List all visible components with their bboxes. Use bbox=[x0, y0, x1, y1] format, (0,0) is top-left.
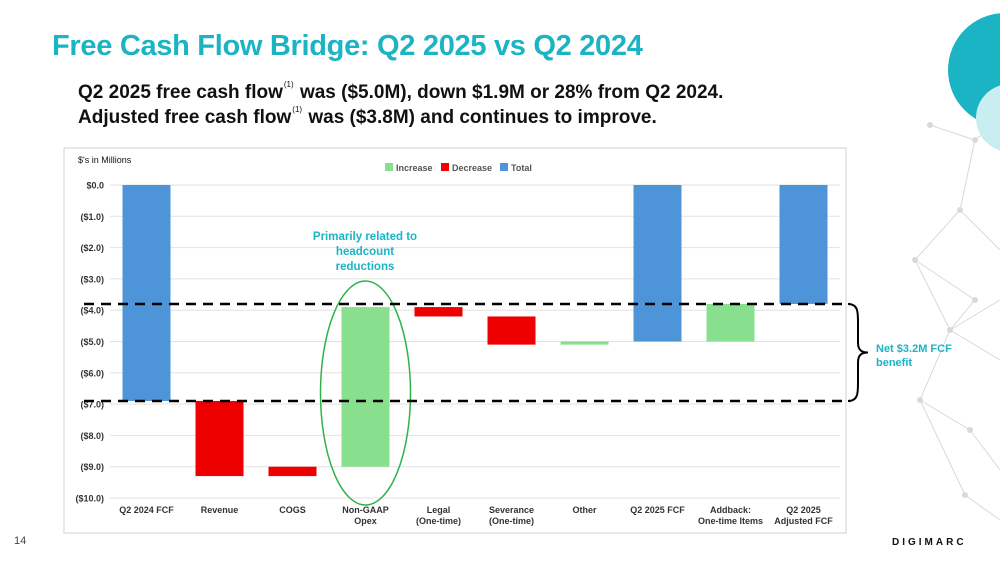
headcount-annotation: Primarily related to headcount reduction… bbox=[312, 231, 418, 273]
x-tick-label: (One-time) bbox=[416, 516, 461, 526]
units-label: $'s in Millions bbox=[78, 155, 132, 165]
x-tick-label: Q2 2025 FCF bbox=[630, 505, 685, 515]
subtitle-line-1: Q2 2025 free cash flow(1) was ($5.0M), d… bbox=[78, 80, 724, 104]
digimarc-logo: DIGIMARC bbox=[892, 537, 967, 548]
y-tick-label: ($2.0) bbox=[80, 243, 104, 253]
bar-decrease bbox=[414, 307, 463, 317]
y-tick-label: ($7.0) bbox=[80, 400, 104, 410]
legend-swatch-total bbox=[500, 163, 508, 171]
x-tick-label: Non-GAAP bbox=[342, 505, 389, 515]
bar-decrease bbox=[268, 466, 317, 477]
highlight-ellipse bbox=[319, 280, 412, 506]
y-tick-label: ($8.0) bbox=[80, 431, 104, 441]
x-tick-label: Other bbox=[572, 505, 597, 515]
legend-swatch-increase bbox=[385, 163, 393, 171]
subtitle-line-2-part-a: Adjusted free cash flow bbox=[78, 107, 292, 128]
x-tick-label: Q2 2025 bbox=[786, 505, 821, 515]
network-nodes bbox=[912, 122, 978, 498]
x-tick-label: Q2 2024 FCF bbox=[119, 505, 174, 515]
subtitle-line-1-part-b: was ($5.0M), down $1.9M or 28% from Q2 2… bbox=[299, 82, 724, 103]
x-tick-label: COGS bbox=[279, 505, 306, 515]
legend-label-increase: Increase bbox=[396, 163, 433, 173]
bar-increase bbox=[341, 307, 390, 467]
bar-decrease bbox=[195, 400, 244, 477]
subtitle-line-1-part-a: Q2 2025 free cash flow bbox=[78, 82, 283, 103]
subtitle-line-2-part-b: was ($3.8M) and continues to improve. bbox=[308, 107, 657, 128]
footnote-marker: (1) bbox=[283, 80, 294, 89]
page-number: 14 bbox=[14, 535, 27, 547]
y-tick-label: ($1.0) bbox=[80, 212, 104, 222]
bar-decrease bbox=[487, 316, 536, 345]
slide-title: Free Cash Flow Bridge: Q2 2025 vs Q2 202… bbox=[52, 30, 643, 62]
net-benefit-label: Net $3.2M FCF benefit bbox=[876, 343, 952, 369]
y-tick-label: $0.0 bbox=[86, 181, 104, 191]
x-tick-label: Adjusted FCF bbox=[774, 516, 833, 526]
x-tick-label: (One-time) bbox=[489, 516, 534, 526]
chart-frame bbox=[63, 147, 847, 534]
x-tick-label: Severance bbox=[489, 505, 534, 515]
x-tick-label: Legal bbox=[427, 505, 451, 515]
y-tick-label: ($4.0) bbox=[80, 306, 104, 316]
y-tick-label: ($9.0) bbox=[80, 462, 104, 472]
x-tick-label: Addback: bbox=[710, 505, 751, 515]
y-tick-label: ($3.0) bbox=[80, 274, 104, 284]
x-tick-label: Opex bbox=[354, 516, 377, 526]
bar-total bbox=[779, 185, 828, 304]
bar-total bbox=[122, 185, 171, 401]
bar-total bbox=[633, 185, 682, 342]
y-tick-label: ($5.0) bbox=[80, 337, 104, 347]
x-tick-label: One-time Items bbox=[698, 516, 763, 526]
y-tick-label: ($6.0) bbox=[80, 368, 104, 378]
x-tick-label: Revenue bbox=[201, 505, 239, 515]
bar-increase bbox=[706, 303, 755, 342]
footnote-marker: (1) bbox=[292, 105, 303, 114]
legend-label-total: Total bbox=[511, 163, 532, 173]
legend-swatch-decrease bbox=[441, 163, 449, 171]
legend-label-decrease: Decrease bbox=[452, 163, 492, 173]
subtitle-line-2: Adjusted free cash flow(1) was ($3.8M) a… bbox=[78, 105, 657, 129]
net-benefit-brace bbox=[847, 302, 869, 402]
y-tick-label: ($10.0) bbox=[75, 494, 104, 504]
teal-circle-small bbox=[976, 85, 1000, 151]
bar-increase bbox=[560, 341, 609, 345]
